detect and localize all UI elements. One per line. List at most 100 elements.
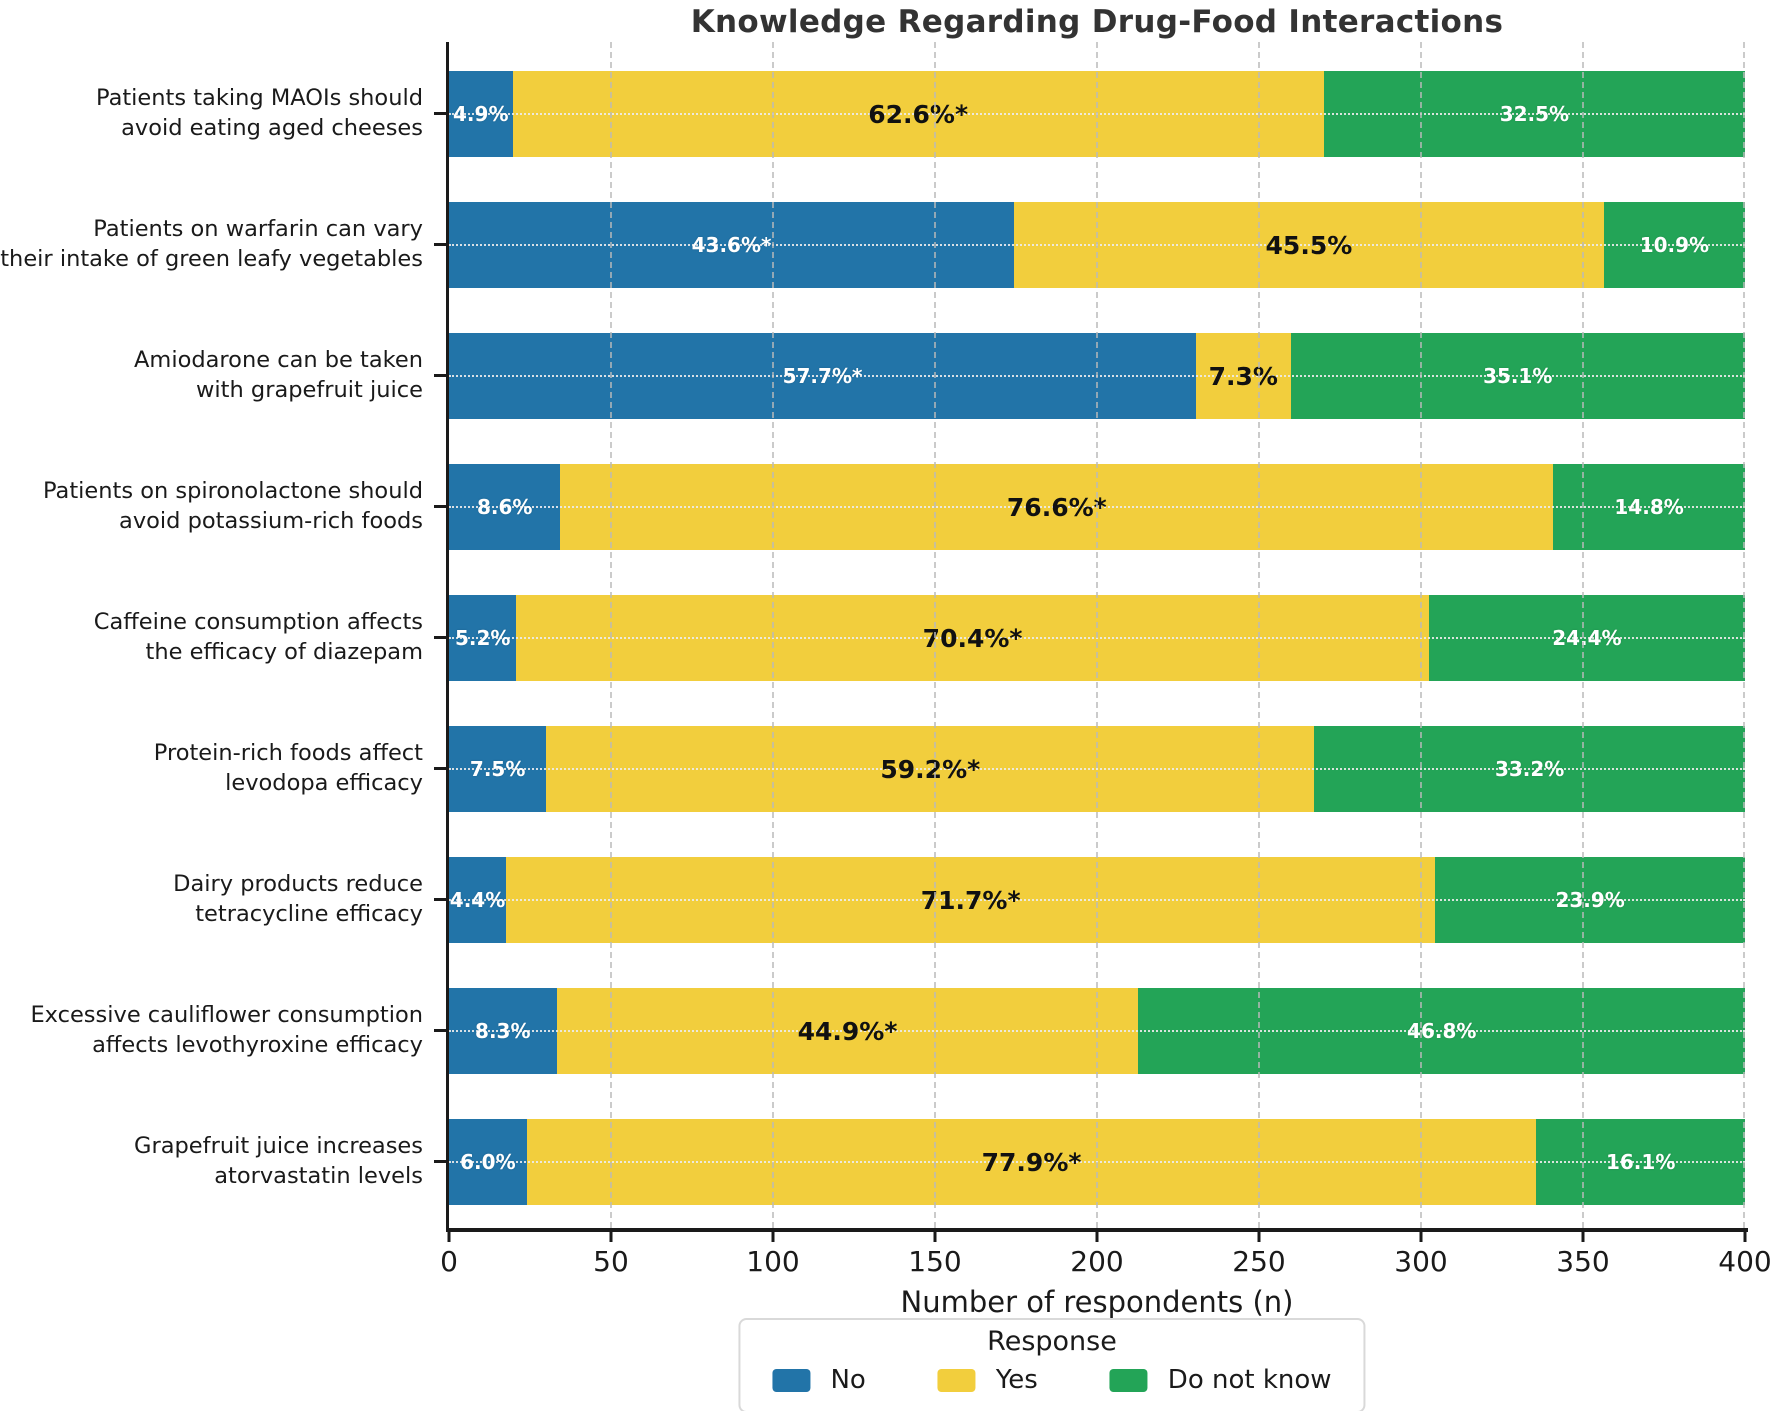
segment-value-label: 4.9% [453, 102, 509, 126]
bar-segment-no: 6.0% [449, 1119, 527, 1205]
category-label: Dairy products reduce tetracycline effic… [173, 870, 423, 927]
chart-row: Patients on spironolactone should avoid … [0, 441, 1772, 572]
y-axis-spine [446, 42, 449, 1232]
x-tick-mark [447, 1232, 451, 1242]
segment-value-label: 23.9% [1555, 888, 1625, 912]
chart-row: Dairy products reduce tetracycline effic… [0, 834, 1772, 965]
bar-zone: 8.3% 44.9%* 46.8% [434, 965, 1745, 1096]
segment-value-label: 10.9% [1639, 233, 1710, 257]
segment-value-label: 14.8% [1614, 495, 1684, 519]
y-tick-mark [434, 898, 446, 901]
segment-value-label: 8.6% [476, 495, 533, 519]
y-tick-mark [434, 636, 446, 639]
chart-row: Grapefruit juice increases atorvastatin … [0, 1096, 1772, 1227]
chart-title: Knowledge Regarding Drug-Food Interactio… [690, 4, 1504, 40]
bar-segment-no: 7.5% [449, 726, 547, 812]
bar-segment-no: 8.3% [449, 988, 557, 1074]
bar-segment-do-not-know: 23.9% [1435, 857, 1746, 943]
bar-segment-do-not-know: 32.5% [1323, 71, 1745, 157]
bar-segment-no: 5.2% [449, 595, 517, 681]
legend: Response No Yes Do not know [738, 1318, 1366, 1411]
x-tick-mark [1419, 1232, 1423, 1242]
bar-segment-do-not-know: 33.2% [1314, 726, 1745, 812]
bar-segment-yes: 44.9%* [556, 988, 1139, 1074]
segment-value-label: 7.5% [469, 757, 526, 781]
x-tick-label: 150 [908, 1245, 962, 1278]
legend-items: No Yes Do not know [772, 1365, 1332, 1395]
y-tick-mark [434, 374, 446, 377]
category-label: Patients taking MAOIs should avoid eatin… [96, 84, 423, 141]
bar-segment-do-not-know: 35.1% [1290, 333, 1745, 419]
x-tick-label: 50 [593, 1245, 629, 1278]
stacked-bar: 5.2% 70.4%* 24.4% [449, 595, 1745, 681]
segment-value-label: 46.8% [1407, 1019, 1477, 1043]
bar-segment-no: 8.6% [449, 464, 561, 550]
bar-segment-yes: 71.7%* [506, 857, 1436, 943]
bar-zone: 7.5% 59.2%* 33.2% [434, 703, 1745, 834]
x-axis-spine [446, 1228, 1748, 1232]
bar-zone: 43.6%* 45.5% 10.9% [434, 179, 1746, 310]
legend-item-yes: Yes [937, 1365, 1038, 1395]
chart-row: Patients taking MAOIs should avoid eatin… [0, 48, 1772, 179]
x-tick-mark [1581, 1232, 1585, 1242]
y-tick-mark [434, 1029, 446, 1032]
bars-area: Patients taking MAOIs should avoid eatin… [0, 48, 1772, 1227]
category-label: Protein-rich foods affect levodopa effic… [153, 739, 423, 796]
legend-item-label: Do not know [1167, 1365, 1332, 1395]
x-tick-mark [1095, 1232, 1099, 1242]
x-tick-label: 0 [440, 1245, 458, 1278]
segment-value-label: 32.5% [1499, 102, 1570, 126]
stacked-bar: 7.5% 59.2%* 33.2% [449, 726, 1745, 812]
stacked-bar: 8.3% 44.9%* 46.8% [449, 988, 1745, 1074]
legend-swatch-no-icon [772, 1368, 811, 1392]
bar-segment-yes: 7.3% [1196, 333, 1291, 419]
bar-zone: 5.2% 70.4%* 24.4% [434, 572, 1745, 703]
x-tick-mark [1743, 1232, 1747, 1242]
bar-segment-yes: 59.2%* [546, 726, 1315, 812]
chart-row: Caffeine consumption affects the efficac… [0, 572, 1772, 703]
bar-segment-yes: 77.9%* [526, 1119, 1537, 1205]
segment-value-label: 24.4% [1552, 626, 1622, 650]
segment-value-label: 76.6%* [1006, 492, 1107, 522]
chart-row: Protein-rich foods affect levodopa effic… [0, 703, 1772, 834]
segment-value-label: 59.2%* [880, 754, 981, 784]
segment-value-label: 4.4% [449, 888, 506, 912]
y-tick-mark [434, 1160, 446, 1163]
segment-value-label: 45.5% [1265, 230, 1353, 260]
x-tick-mark [1257, 1232, 1261, 1242]
bar-segment-do-not-know: 10.9% [1603, 202, 1746, 288]
x-tick-label: 400 [1718, 1245, 1772, 1278]
bar-segment-do-not-know: 14.8% [1553, 464, 1745, 550]
bar-segment-do-not-know: 24.4% [1428, 595, 1745, 681]
bar-zone: 57.7%* 7.3% 35.1% [434, 310, 1745, 441]
bar-segment-yes: 45.5% [1014, 202, 1604, 288]
legend-item-no: No [772, 1365, 866, 1395]
segment-value-label: 5.2% [454, 626, 511, 650]
stacked-bar: 4.4% 71.7%* 23.9% [449, 857, 1746, 943]
segment-value-label: 16.1% [1605, 1150, 1676, 1174]
legend-item-label: No [830, 1365, 866, 1395]
bar-segment-no: 4.4% [449, 857, 507, 943]
x-tick-label: 350 [1556, 1245, 1610, 1278]
x-tick-label: 300 [1394, 1245, 1448, 1278]
stacked-bar: 57.7%* 7.3% 35.1% [449, 333, 1745, 419]
chart-row: Excessive cauliflower consumption affect… [0, 965, 1772, 1096]
bar-segment-no: 4.9% [449, 71, 513, 157]
stacked-bar: 8.6% 76.6%* 14.8% [449, 464, 1745, 550]
bar-zone: 4.4% 71.7%* 23.9% [434, 834, 1746, 965]
y-tick-mark [434, 112, 446, 115]
chart-row: Amiodarone can be taken with grapefruit … [0, 310, 1772, 441]
segment-value-label: 7.3% [1208, 361, 1278, 391]
x-tick-mark [933, 1232, 937, 1242]
segment-value-label: 44.9%* [797, 1016, 898, 1046]
category-label: Grapefruit juice increases atorvastatin … [134, 1132, 423, 1189]
stacked-bar: 4.9% 62.6%* 32.5% [449, 71, 1745, 157]
stacked-bar: 6.0% 77.9%* 16.1% [449, 1119, 1745, 1205]
legend-swatch-do-not-know-icon [1109, 1368, 1148, 1392]
segment-value-label: 8.3% [475, 1019, 531, 1043]
bar-zone: 4.9% 62.6%* 32.5% [434, 48, 1745, 179]
segment-value-label: 35.1% [1483, 364, 1553, 388]
category-label: Caffeine consumption affects the efficac… [93, 608, 423, 665]
category-label: Amiodarone can be taken with grapefruit … [134, 346, 423, 403]
segment-value-label: 70.4%* [922, 623, 1023, 653]
